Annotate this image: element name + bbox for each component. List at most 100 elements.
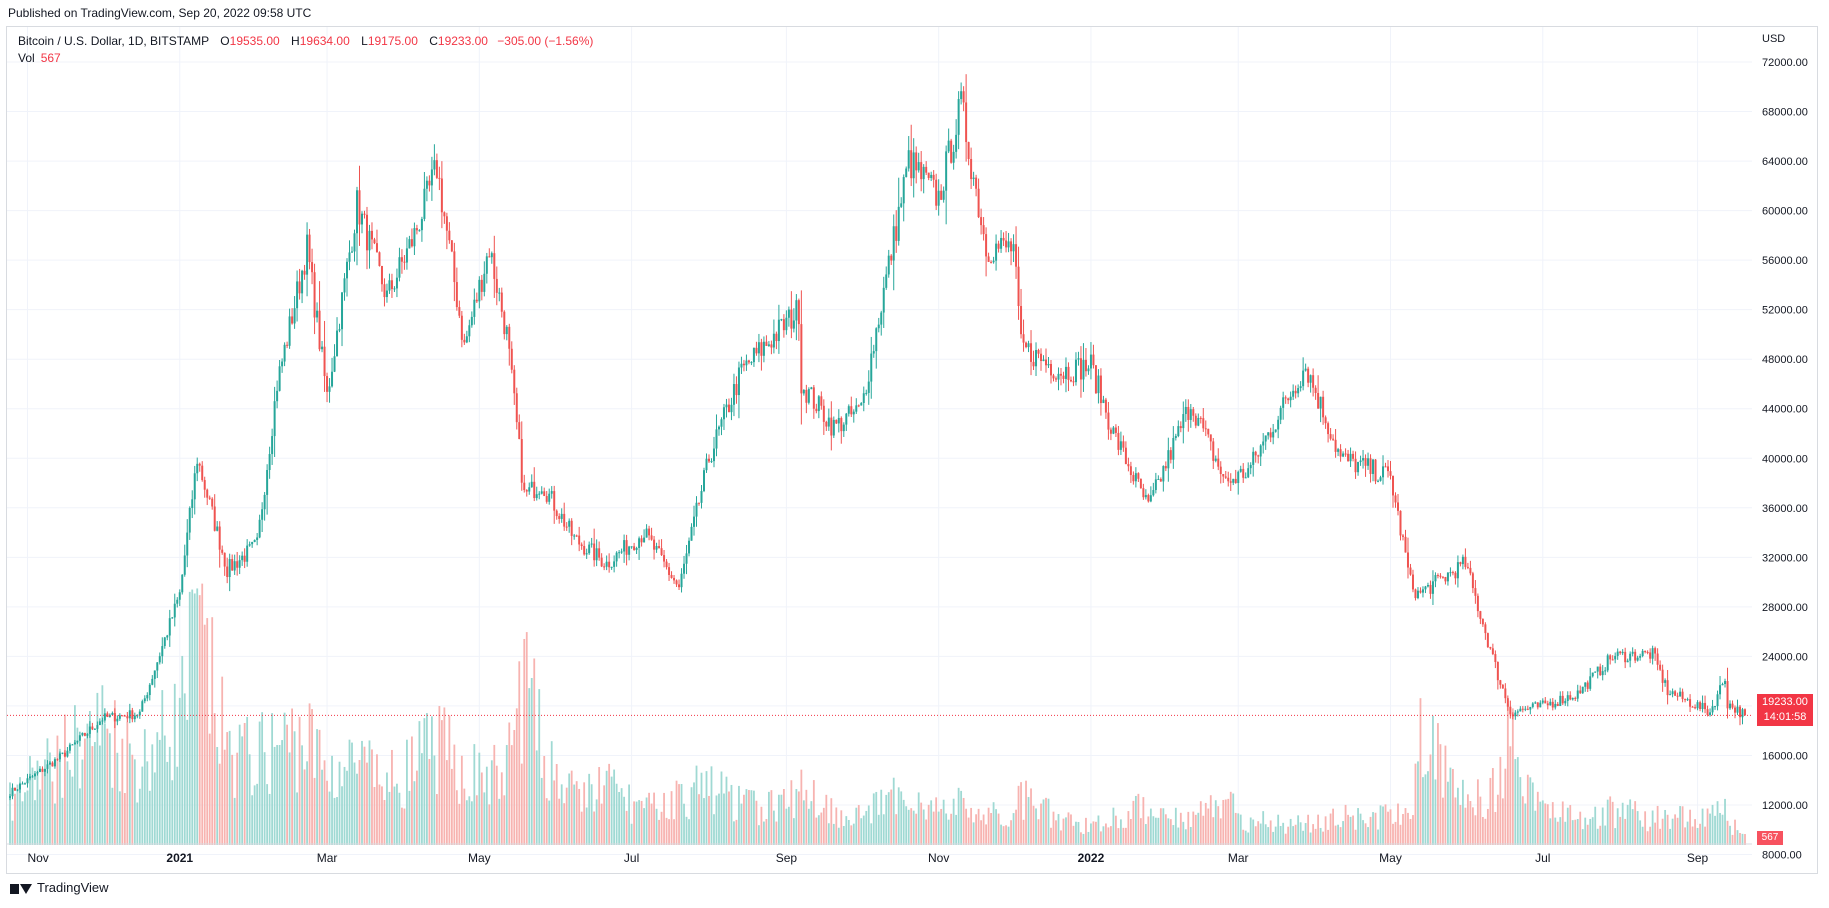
price-tick-label: 44000.00: [1762, 404, 1808, 416]
candle-body: [1027, 343, 1030, 348]
candle-body: [338, 329, 341, 331]
volume-bar: [710, 766, 713, 845]
volume-bar: [1594, 806, 1597, 845]
volume-bar: [1052, 811, 1055, 845]
volume-bar: [1634, 801, 1637, 845]
candle-body: [1729, 703, 1732, 709]
candle-body: [1127, 464, 1130, 467]
price-tick-label: 24000.00: [1762, 651, 1808, 663]
volume-bar: [1639, 820, 1642, 845]
volume-bar: [1154, 817, 1157, 845]
volume-bar: [525, 632, 528, 845]
candle-body: [1416, 590, 1419, 599]
candle-body: [485, 256, 488, 274]
last-price-value: 19233.00: [1762, 696, 1808, 708]
candle-body: [663, 555, 666, 562]
candle-body: [937, 190, 940, 206]
candle-body: [331, 371, 334, 387]
volume-bar: [1294, 824, 1297, 845]
volume-bar: [485, 766, 488, 845]
candle-body: [468, 325, 471, 337]
volume-bar: [1546, 804, 1549, 845]
candle-body: [218, 526, 221, 550]
volume-bar: [1010, 820, 1012, 845]
candle-body: [1015, 244, 1018, 267]
volume-bar: [1671, 818, 1674, 845]
volume-bar: [203, 624, 206, 845]
candle-body: [712, 448, 715, 462]
candle-body: [790, 309, 793, 329]
volume-bar: [1050, 827, 1052, 845]
tradingview-footer[interactable]: TradingView: [10, 880, 109, 895]
volume-bar: [1267, 827, 1270, 845]
volume-bar: [877, 814, 880, 845]
candle-body: [1736, 706, 1739, 713]
candle-body: [688, 540, 691, 554]
candle-body: [558, 516, 561, 519]
candle-body: [680, 573, 683, 588]
candle-body: [1207, 428, 1210, 435]
candle-body: [1097, 375, 1100, 394]
candle-body: [895, 226, 898, 241]
candle-body: [326, 376, 329, 392]
volume-bar: [1516, 757, 1519, 845]
candle-body: [817, 396, 820, 412]
volume-bar: [11, 820, 14, 845]
volume-bar: [1676, 817, 1679, 845]
price-tick-label: 36000.00: [1762, 503, 1808, 515]
candle-body: [288, 316, 291, 346]
candle-body: [800, 324, 803, 394]
volume-bar: [743, 794, 745, 845]
candle-body: [885, 274, 888, 288]
candle-body: [1199, 417, 1202, 419]
candle-body: [1691, 706, 1694, 708]
candle-body: [595, 548, 598, 561]
candle-body: [745, 360, 748, 366]
volume-bar: [1110, 826, 1112, 845]
candle-body: [505, 326, 508, 335]
candle-body: [358, 190, 361, 225]
bar-countdown: 14:01:58: [1763, 711, 1807, 723]
candle-body: [1272, 431, 1275, 438]
candle-body: [730, 404, 733, 413]
candle-body: [1696, 702, 1699, 709]
volume-bar: [832, 823, 835, 845]
volume-bar: [338, 761, 341, 845]
candle-body: [1359, 460, 1362, 463]
volume-bar: [1067, 812, 1070, 845]
volume-bar: [1092, 821, 1095, 845]
candle-body: [375, 243, 378, 253]
volume-bar: [1342, 821, 1344, 845]
volume-bar: [970, 807, 973, 845]
candle-body: [1689, 699, 1692, 707]
volume-bar: [875, 791, 878, 845]
candle-body: [977, 188, 980, 218]
volume-bar: [1055, 820, 1057, 845]
candle-body: [1466, 566, 1469, 568]
volume-bar: [1624, 818, 1627, 845]
candle-body: [910, 150, 913, 179]
volume-bar: [1237, 813, 1240, 845]
volume-bar: [1167, 818, 1170, 845]
candle-body: [1112, 427, 1115, 434]
volume-bar: [296, 792, 298, 845]
volume-bar: [291, 708, 293, 845]
candle-body: [1394, 495, 1397, 503]
candle-body: [370, 230, 373, 240]
candle-body: [1614, 655, 1617, 660]
candle-body: [775, 333, 778, 342]
volume-bar: [83, 738, 86, 845]
candle-body: [373, 239, 376, 244]
volume-bar: [356, 773, 358, 845]
candle-body: [133, 715, 136, 720]
volume-bar: [1529, 777, 1532, 845]
volume-bar: [755, 800, 758, 845]
volume-bar: [1574, 819, 1577, 845]
candle-body: [1134, 473, 1137, 482]
volume-bar: [1219, 818, 1222, 845]
candle-body: [508, 326, 511, 349]
candle-body: [698, 502, 701, 504]
candle-body: [256, 537, 259, 540]
volume-bar: [146, 761, 149, 845]
